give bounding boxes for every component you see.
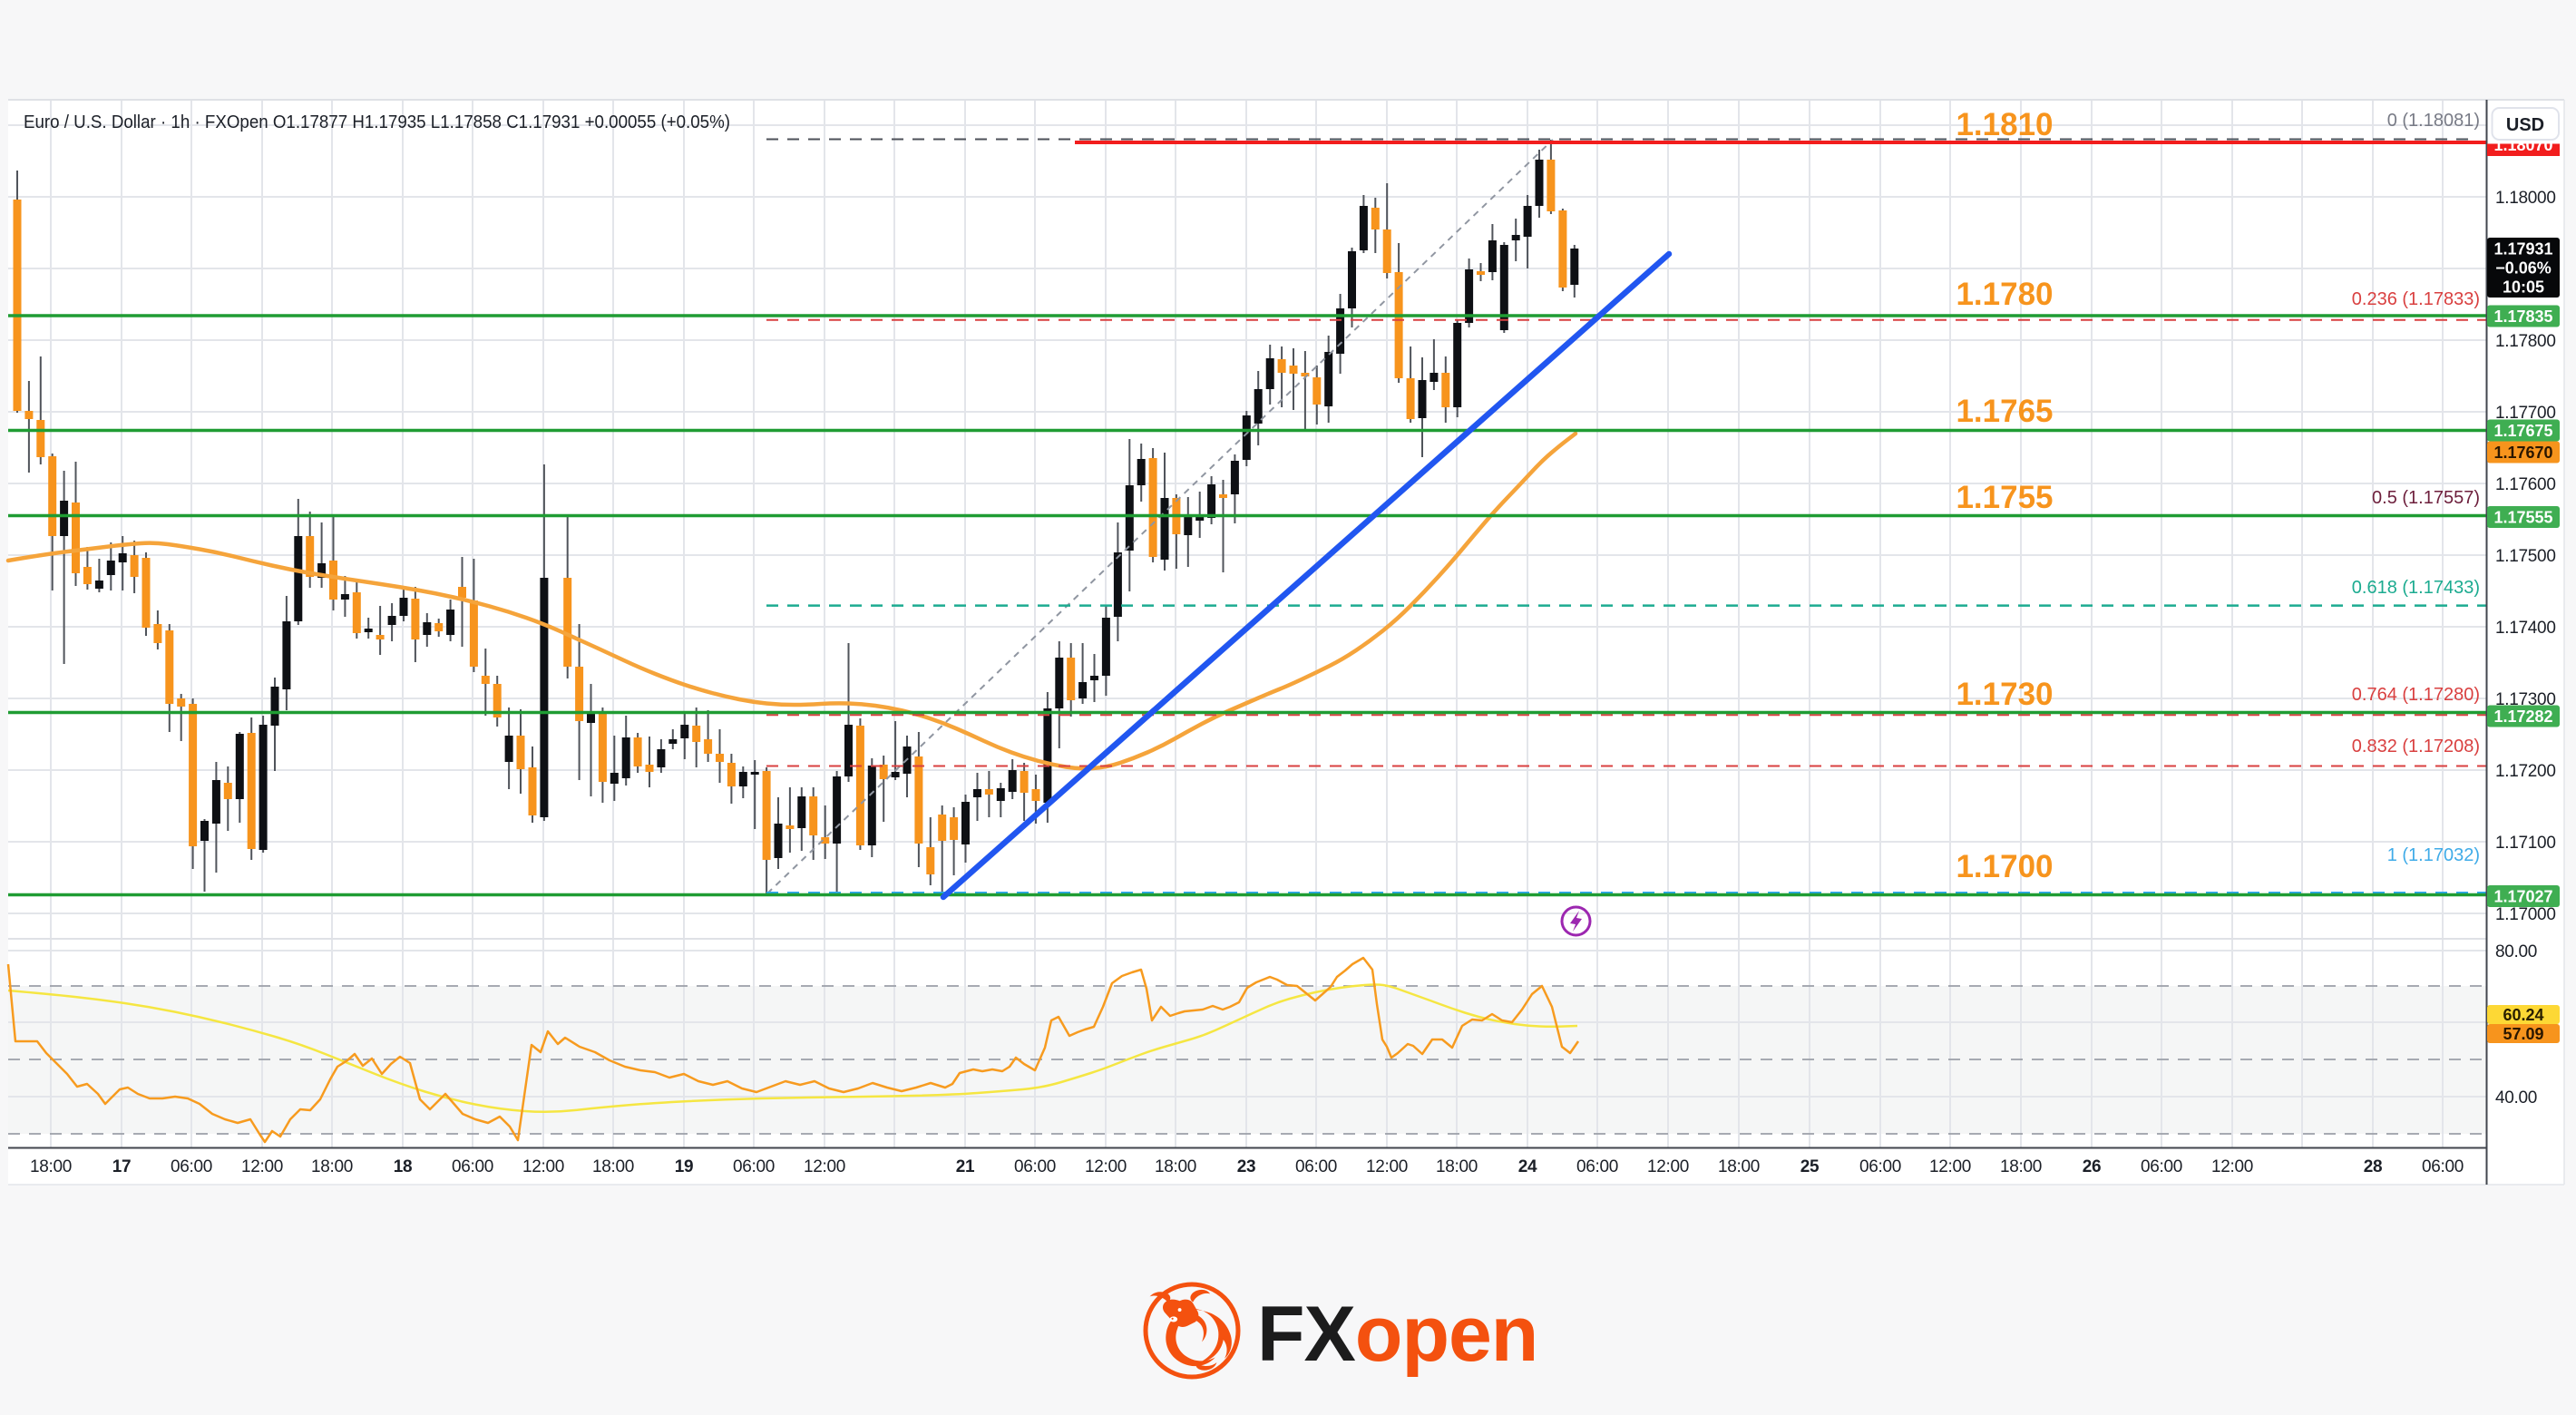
- svg-text:06:00: 06:00: [452, 1157, 493, 1176]
- svg-text:25: 25: [1800, 1157, 1820, 1176]
- svg-text:06:00: 06:00: [2141, 1157, 2182, 1176]
- svg-text:18:00: 18:00: [311, 1157, 353, 1176]
- svg-text:80.00: 80.00: [2495, 942, 2537, 961]
- svg-text:1 (1.17032): 1 (1.17032): [2387, 845, 2480, 865]
- svg-text:21: 21: [956, 1157, 975, 1176]
- svg-text:1.17500: 1.17500: [2495, 547, 2556, 566]
- svg-text:0.5 (1.17557): 0.5 (1.17557): [2372, 488, 2480, 508]
- svg-text:1.17282: 1.17282: [2493, 708, 2552, 726]
- svg-text:23: 23: [1237, 1157, 1256, 1176]
- svg-text:1.17100: 1.17100: [2495, 834, 2556, 853]
- svg-text:1.1780: 1.1780: [1956, 277, 2053, 312]
- svg-text:1.17931: 1.17931: [2493, 240, 2552, 259]
- svg-text:06:00: 06:00: [1014, 1157, 1056, 1176]
- svg-text:1.18000: 1.18000: [2495, 189, 2556, 208]
- svg-text:1.1765: 1.1765: [1956, 394, 2053, 429]
- svg-text:12:00: 12:00: [522, 1157, 564, 1176]
- svg-text:57.09: 57.09: [2503, 1025, 2543, 1043]
- svg-text:18:00: 18:00: [592, 1157, 634, 1176]
- svg-text:1.1810: 1.1810: [1956, 107, 2053, 142]
- svg-text:26: 26: [2083, 1157, 2102, 1176]
- svg-text:12:00: 12:00: [241, 1157, 283, 1176]
- svg-text:1.17600: 1.17600: [2495, 475, 2556, 494]
- svg-text:06:00: 06:00: [733, 1157, 775, 1176]
- svg-text:19: 19: [675, 1157, 694, 1176]
- svg-text:12:00: 12:00: [1929, 1157, 1971, 1176]
- svg-text:18:00: 18:00: [1436, 1157, 1478, 1176]
- svg-text:1.17400: 1.17400: [2495, 619, 2556, 638]
- svg-text:FXopen: FXopen: [1257, 1291, 1537, 1378]
- svg-text:06:00: 06:00: [1295, 1157, 1337, 1176]
- svg-text:06:00: 06:00: [1859, 1157, 1901, 1176]
- svg-text:18:00: 18:00: [2000, 1157, 2042, 1176]
- svg-text:12:00: 12:00: [1647, 1157, 1689, 1176]
- svg-text:06:00: 06:00: [171, 1157, 212, 1176]
- svg-text:12:00: 12:00: [2211, 1157, 2253, 1176]
- svg-text:1.1755: 1.1755: [1956, 480, 2053, 515]
- svg-text:−0.06%: −0.06%: [2495, 259, 2552, 278]
- svg-text:12:00: 12:00: [804, 1157, 845, 1176]
- svg-text:12:00: 12:00: [1366, 1157, 1408, 1176]
- svg-text:1.17670: 1.17670: [2493, 444, 2552, 462]
- svg-text:1.17027: 1.17027: [2493, 888, 2552, 906]
- svg-text:1.17200: 1.17200: [2495, 762, 2556, 781]
- svg-text:60.24: 60.24: [2503, 1006, 2543, 1024]
- svg-text:10:05: 10:05: [2503, 278, 2544, 297]
- svg-text:1.17835: 1.17835: [2493, 307, 2552, 326]
- svg-text:06:00: 06:00: [2422, 1157, 2464, 1176]
- svg-text:40.00: 40.00: [2495, 1088, 2537, 1108]
- svg-text:24: 24: [1518, 1157, 1537, 1176]
- svg-text:12:00: 12:00: [1085, 1157, 1127, 1176]
- svg-text:17: 17: [112, 1157, 132, 1176]
- svg-text:Euro / U.S. Dollar · 1h · FXOp: Euro / U.S. Dollar · 1h · FXOpen O1.1787…: [24, 112, 730, 132]
- svg-text:1.17300: 1.17300: [2495, 690, 2556, 709]
- svg-text:18:00: 18:00: [1155, 1157, 1196, 1176]
- svg-text:1.18070: 1.18070: [2493, 136, 2552, 154]
- svg-text:1.17555: 1.17555: [2493, 509, 2552, 527]
- svg-text:18:00: 18:00: [1718, 1157, 1760, 1176]
- svg-text:1.17675: 1.17675: [2493, 422, 2552, 440]
- svg-text:28: 28: [2364, 1157, 2383, 1176]
- svg-text:0.236 (1.17833): 0.236 (1.17833): [2352, 289, 2480, 309]
- svg-text:1.17800: 1.17800: [2495, 332, 2556, 351]
- svg-text:06:00: 06:00: [1576, 1157, 1618, 1176]
- svg-text:0.832 (1.17208): 0.832 (1.17208): [2352, 737, 2480, 756]
- svg-text:18: 18: [394, 1157, 413, 1176]
- svg-text:1.1730: 1.1730: [1956, 677, 2053, 712]
- svg-text:0.618 (1.17433): 0.618 (1.17433): [2352, 578, 2480, 598]
- svg-text:0.764 (1.17280): 0.764 (1.17280): [2352, 685, 2480, 705]
- svg-text:USD: USD: [2506, 115, 2544, 135]
- svg-text:1.17000: 1.17000: [2495, 905, 2556, 924]
- svg-text:0 (1.18081): 0 (1.18081): [2387, 111, 2480, 131]
- svg-text:18:00: 18:00: [30, 1157, 72, 1176]
- svg-text:1.1700: 1.1700: [1956, 849, 2053, 884]
- svg-text:1.17700: 1.17700: [2495, 404, 2556, 423]
